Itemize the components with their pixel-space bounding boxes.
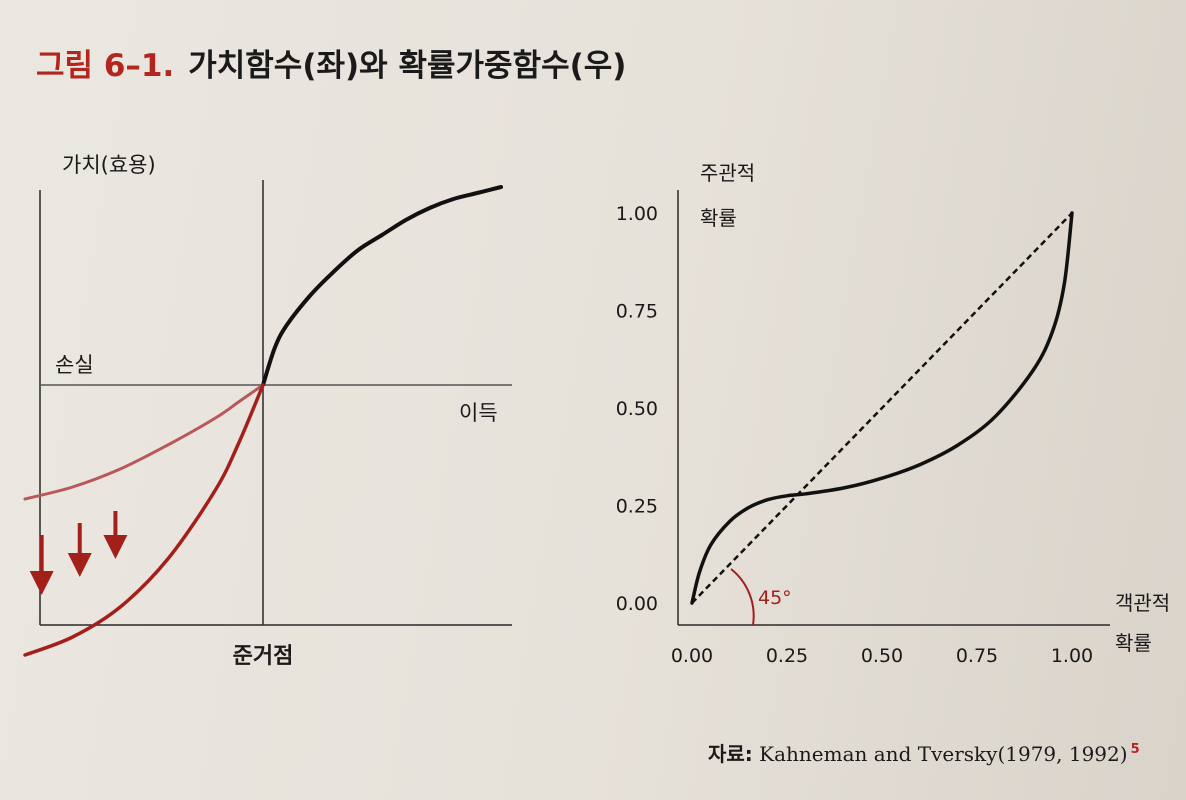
source-label: 자료: — [708, 742, 753, 766]
weighting-curve — [690, 211, 1074, 605]
figure-title: 그림 6–1. 가치함수(좌)와 확률가중함수(우) — [36, 40, 626, 85]
x-tick-label: 0.75 — [956, 645, 998, 667]
x-tick-label: 0.50 — [861, 645, 903, 667]
probability-weighting-chart: 0.00 0.25 0.50 0.75 1.00 0.00 0.25 0.50 0.75 1.00… — [616, 161, 1171, 667]
value-series-line-light-red — [23, 383, 265, 501]
source-text: Kahneman and Tversky(1979, 1992) — [759, 742, 1128, 766]
y-tick-label: 0.50 — [616, 398, 658, 420]
value-series-group — [23, 185, 503, 657]
x-tick-label: 0.25 — [766, 645, 808, 667]
prob-tick-labels: 0.00 0.25 0.50 0.75 1.00 0.00 0.25 0.50 0.75 1.00 — [616, 203, 1093, 667]
y-tick-label: 0.75 — [616, 301, 658, 323]
value-y-label: 가치(효용) — [62, 153, 156, 177]
prob-x-label: 객관적 확률 — [1115, 591, 1170, 655]
diagonal-line — [691, 212, 1073, 604]
angle-label: 45° — [758, 587, 792, 609]
y-tick-label: 0.00 — [616, 593, 658, 615]
footnote-marker: 5 — [1130, 742, 1140, 758]
figure-number: 그림 6–1. — [36, 48, 175, 84]
y-tick-label: 1.00 — [616, 203, 658, 225]
x-tick-label: 0.00 — [671, 645, 713, 667]
loss-arrows-group — [29, 511, 128, 595]
angle-arc — [730, 568, 755, 626]
gain-label: 이득 — [459, 401, 498, 425]
reference-point-label: 준거점 — [233, 644, 294, 669]
x-tick-label: 1.00 — [1051, 645, 1093, 667]
loss-label: 손실 — [55, 353, 94, 377]
value-series-line-red — [23, 383, 265, 657]
prob-series-group — [690, 211, 1074, 605]
value-series-line-black — [261, 185, 503, 387]
source-credit: 자료: Kahneman and Tversky(1979, 1992) 5 — [708, 738, 1140, 767]
prob-y-label: 주관적 확률 — [700, 161, 755, 230]
value-function-chart: 가치(효용) 손실 이득 준거점 — [23, 153, 512, 669]
y-tick-label: 0.25 — [616, 496, 658, 518]
figure-title-text: 가치함수(좌)와 확률가중함수(우) — [188, 48, 627, 84]
